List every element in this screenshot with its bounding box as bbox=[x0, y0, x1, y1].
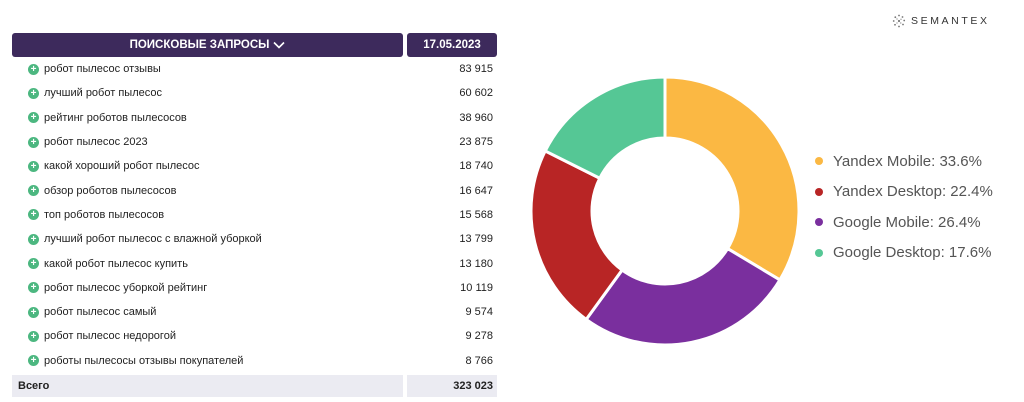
query-cell: + робот пылесос 2023 bbox=[12, 136, 403, 148]
donut-slice-google-mobile bbox=[584, 246, 782, 347]
query-cell: + рейтинг роботов пылесосов bbox=[12, 112, 403, 124]
table-row: + какой хороший робот пылесос 18 740 bbox=[12, 154, 499, 178]
query-volume: 10 119 bbox=[460, 281, 493, 294]
query-cell: + робот пылесос недорогой bbox=[12, 330, 403, 342]
expand-plus-icon[interactable]: + bbox=[28, 330, 39, 342]
legend-label: Google Desktop: 17.6% bbox=[833, 244, 992, 262]
legend-label: Yandex Mobile: 33.6% bbox=[833, 152, 982, 170]
chart-legend: Yandex Mobile: 33.6% Yandex Desktop: 22.4… bbox=[815, 146, 993, 268]
queries-column-header[interactable]: ПОИСКОВЫЕ ЗАПРОСЫ bbox=[12, 33, 403, 57]
query-cell: + робот пылесос самый bbox=[12, 306, 403, 318]
expand-plus-icon[interactable]: + bbox=[28, 258, 39, 270]
query-cell: + роботы пылесосы отзывы покупателей bbox=[12, 355, 403, 367]
expand-plus-icon[interactable]: + bbox=[28, 63, 39, 75]
expand-plus-icon[interactable]: + bbox=[28, 209, 39, 221]
total-row: Всего 323 023 bbox=[12, 374, 499, 397]
query-text: роботы пылесосы отзывы покупателей bbox=[44, 354, 244, 367]
expand-plus-icon[interactable]: + bbox=[28, 87, 39, 99]
query-text: робот пылесос отзывы bbox=[44, 63, 161, 76]
legend-item: Google Desktop: 17.6% bbox=[815, 238, 993, 269]
semantex-logo-icon bbox=[892, 14, 906, 28]
query-text: какой хороший робот пылесос bbox=[44, 160, 200, 173]
legend-label: Google Mobile: 26.4% bbox=[833, 213, 981, 231]
query-cell: + какой хороший робот пылесос bbox=[12, 160, 403, 172]
legend-dot-icon bbox=[815, 248, 823, 257]
date-column-header: 17.05.2023 bbox=[407, 33, 497, 57]
chevron-down-icon bbox=[273, 41, 285, 49]
query-volume: 60 602 bbox=[459, 87, 493, 100]
total-label: Всего bbox=[12, 374, 403, 397]
expand-plus-icon[interactable]: + bbox=[28, 160, 39, 172]
query-volume: 38 960 bbox=[459, 111, 493, 124]
query-cell: + робот пылесос отзывы bbox=[12, 63, 403, 75]
query-volume: 15 568 bbox=[459, 208, 493, 221]
query-text: какой робот пылесос купить bbox=[44, 257, 188, 270]
query-cell: + какой робот пылесос купить bbox=[12, 258, 403, 270]
brand-logo: SEMANTEX bbox=[892, 14, 990, 28]
legend-item: Yandex Desktop: 22.4% bbox=[815, 177, 993, 208]
query-volume: 8 766 bbox=[465, 354, 493, 367]
query-volume: 13 799 bbox=[459, 233, 493, 246]
query-volume: 9 574 bbox=[465, 306, 493, 319]
date-header-label: 17.05.2023 bbox=[423, 39, 481, 51]
legend-dot-icon bbox=[815, 218, 823, 227]
donut-slice-google-desktop bbox=[543, 75, 667, 181]
query-text: робот пылесос 2023 bbox=[44, 136, 148, 149]
table-row: + рейтинг роботов пылесосов 38 960 bbox=[12, 106, 499, 130]
table-row: + какой робот пылесос купить 13 180 bbox=[12, 251, 499, 275]
legend-dot-icon bbox=[815, 187, 823, 196]
query-volume: 16 647 bbox=[459, 184, 493, 197]
query-text: робот пылесос уборкой рейтинг bbox=[44, 281, 208, 294]
query-text: робот пылесос недорогой bbox=[44, 330, 176, 343]
query-cell: + топ роботов пылесосов bbox=[12, 209, 403, 221]
legend-item: Yandex Mobile: 33.6% bbox=[815, 146, 993, 177]
table-row: + робот пылесос недорогой 9 278 bbox=[12, 324, 499, 348]
table-body: + робот пылесос отзывы 83 915 + лучший робот… bbox=[12, 57, 499, 373]
query-text: рейтинг роботов пылесосов bbox=[44, 111, 187, 124]
expand-plus-icon[interactable]: + bbox=[28, 355, 39, 367]
expand-plus-icon[interactable]: + bbox=[28, 282, 39, 294]
queries-header-label: ПОИСКОВЫЕ ЗАПРОСЫ bbox=[129, 39, 270, 51]
table-row: + топ роботов пылесосов 15 568 bbox=[12, 203, 499, 227]
query-volume: 13 180 bbox=[459, 257, 493, 270]
expand-plus-icon[interactable]: + bbox=[28, 112, 39, 124]
table-row: + робот пылесос самый 9 574 bbox=[12, 300, 499, 324]
table-row: + обзор роботов пылесосов 16 647 bbox=[12, 178, 499, 202]
traffic-donut-chart bbox=[529, 75, 801, 347]
expand-plus-icon[interactable]: + bbox=[28, 185, 39, 197]
table-row: + лучший робот пылесос с влажной уборкой 1… bbox=[12, 227, 499, 251]
query-volume: 23 875 bbox=[459, 136, 493, 149]
query-text: обзор роботов пылесосов bbox=[44, 184, 177, 197]
table-row: + роботы пылесосы отзывы покупателей 8 766 bbox=[12, 349, 499, 373]
query-cell: + обзор роботов пылесосов bbox=[12, 185, 403, 197]
total-value: 323 023 bbox=[407, 374, 497, 397]
expand-plus-icon[interactable]: + bbox=[28, 233, 39, 245]
query-cell: + лучший робот пылесос bbox=[12, 87, 403, 99]
donut-slice-yandex-mobile bbox=[663, 75, 801, 282]
query-volume: 18 740 bbox=[459, 160, 493, 173]
query-cell: + лучший робот пылесос с влажной уборкой bbox=[12, 233, 403, 245]
queries-table: ПОИСКОВЫЕ ЗАПРОСЫ 17.05.2023 + робот пыле… bbox=[12, 33, 499, 397]
table-row: + робот пылесос отзывы 83 915 bbox=[12, 57, 499, 81]
table-header: ПОИСКОВЫЕ ЗАПРОСЫ 17.05.2023 bbox=[12, 33, 499, 57]
query-text: робот пылесос самый bbox=[44, 306, 157, 319]
table-row: + робот пылесос 2023 23 875 bbox=[12, 130, 499, 154]
legend-label: Yandex Desktop: 22.4% bbox=[833, 183, 993, 201]
donut-slice-yandex-desktop bbox=[529, 148, 625, 322]
query-text: топ роботов пылесосов bbox=[44, 208, 165, 221]
legend-dot-icon bbox=[815, 157, 823, 166]
expand-plus-icon[interactable]: + bbox=[28, 306, 39, 318]
table-row: + робот пылесос уборкой рейтинг 10 119 bbox=[12, 276, 499, 300]
brand-name: SEMANTEX bbox=[911, 15, 990, 27]
query-cell: + робот пылесос уборкой рейтинг bbox=[12, 282, 403, 294]
query-text: лучший робот пылесос bbox=[44, 87, 162, 100]
query-text: лучший робот пылесос с влажной уборкой bbox=[44, 233, 262, 246]
query-volume: 9 278 bbox=[465, 330, 493, 343]
query-volume: 83 915 bbox=[459, 63, 493, 76]
expand-plus-icon[interactable]: + bbox=[28, 136, 39, 148]
legend-item: Google Mobile: 26.4% bbox=[815, 207, 993, 238]
table-row: + лучший робот пылесос 60 602 bbox=[12, 81, 499, 105]
